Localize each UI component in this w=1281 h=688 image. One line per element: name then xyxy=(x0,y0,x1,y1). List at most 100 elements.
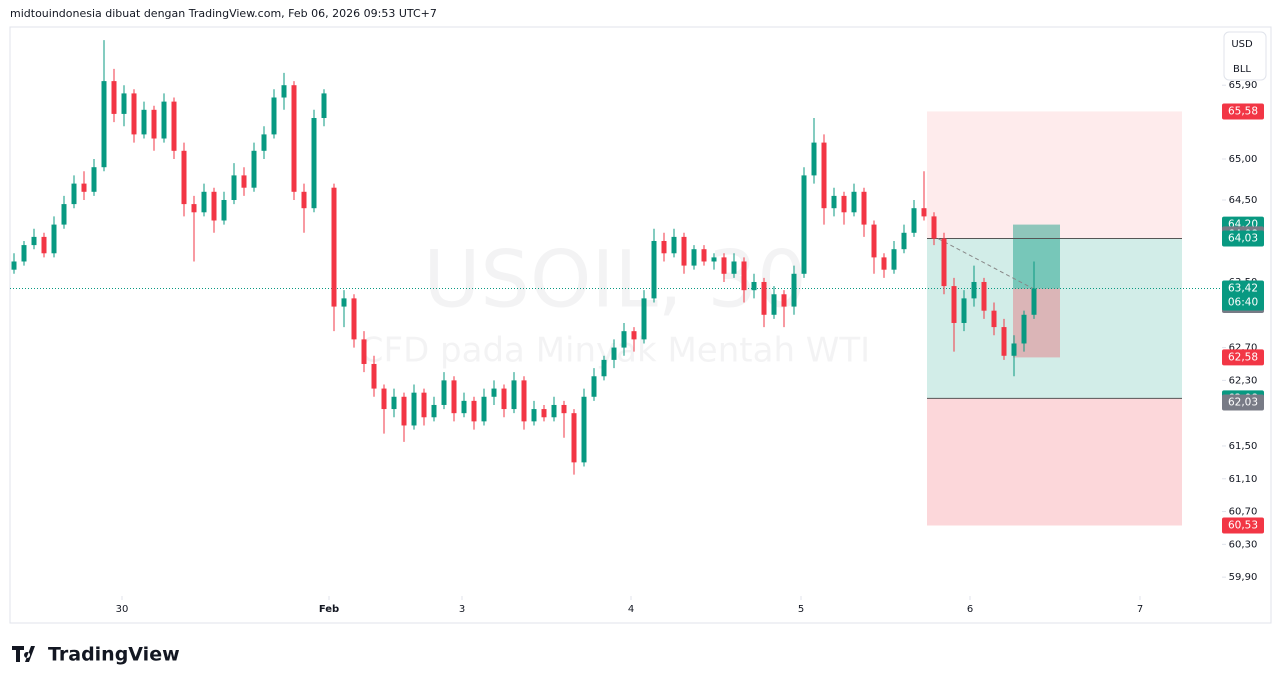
brand-logo xyxy=(12,646,35,662)
candle-body xyxy=(21,245,27,262)
candle-body xyxy=(441,380,447,405)
brand: TradingView xyxy=(48,644,180,666)
price-label: 65,58 xyxy=(1228,105,1258,117)
price-label-box xyxy=(1222,394,1264,411)
candle-body xyxy=(721,257,727,274)
candle-body xyxy=(641,298,647,340)
candle-body xyxy=(1001,327,1007,356)
candle-body xyxy=(341,298,347,307)
candle-body xyxy=(551,404,557,418)
candle-body xyxy=(601,359,607,377)
candle-body xyxy=(91,167,97,192)
candle-body xyxy=(351,298,357,340)
candle-body xyxy=(41,236,47,254)
y-tick-label: 65,00 xyxy=(1229,154,1258,165)
candle-body xyxy=(1031,288,1037,315)
candle-body xyxy=(101,81,107,168)
candle-body xyxy=(321,93,327,119)
candle-body xyxy=(871,224,877,258)
currency-box[interactable] xyxy=(1223,31,1267,81)
position-zone xyxy=(927,238,1182,399)
candle-body xyxy=(681,236,687,266)
candle-body xyxy=(891,249,897,270)
candle-body xyxy=(231,175,237,200)
candle-body xyxy=(71,183,77,205)
currency-button[interactable]: USD xyxy=(1231,39,1253,50)
candle-body xyxy=(851,191,857,213)
y-tick-label: 62,30 xyxy=(1229,375,1258,386)
candle-body xyxy=(661,240,667,254)
candle-body xyxy=(781,294,787,307)
candle-body xyxy=(581,396,587,463)
y-tick-label: 60,70 xyxy=(1229,507,1258,518)
candle-body xyxy=(671,236,677,254)
candle-body xyxy=(591,376,597,397)
candle-body xyxy=(801,175,807,274)
candle-body xyxy=(711,257,717,262)
unit-button[interactable]: BLL xyxy=(1233,64,1251,75)
candle-body xyxy=(191,204,197,213)
price-label-box xyxy=(1222,230,1264,247)
x-tick-label: Feb xyxy=(319,604,339,615)
x-tick-label: 3 xyxy=(459,604,465,615)
candle-body xyxy=(251,150,257,188)
candle-body xyxy=(451,380,457,414)
candle-body xyxy=(221,199,227,221)
candle-body xyxy=(841,195,847,213)
price-label: 60,53 xyxy=(1228,519,1258,531)
candle-body xyxy=(201,191,207,213)
candle-body xyxy=(301,191,307,209)
price-label-box xyxy=(1222,517,1264,534)
candle-body xyxy=(961,298,967,323)
candle-body xyxy=(111,81,117,114)
countdown: 06:40 xyxy=(1228,297,1258,309)
candle-body xyxy=(421,392,427,418)
candle-body xyxy=(461,400,467,414)
price-label-box xyxy=(1222,349,1264,366)
candle-body xyxy=(141,109,147,135)
candle-body xyxy=(771,294,777,315)
candle-body xyxy=(621,331,627,348)
candle-body xyxy=(521,380,527,422)
y-tick-label: 60,30 xyxy=(1229,539,1258,550)
price-label-box xyxy=(1222,103,1264,120)
candle-body xyxy=(61,204,67,225)
candle-body xyxy=(1011,343,1017,356)
candle-body xyxy=(401,396,407,426)
watermark-title: USOIL, 30 xyxy=(423,235,806,325)
candle-body xyxy=(831,195,837,209)
candle-body xyxy=(741,261,747,291)
position-zone xyxy=(927,111,1182,239)
x-tick-label: 7 xyxy=(1137,604,1143,615)
y-tick-label: 62,70 xyxy=(1229,343,1258,354)
candle-body xyxy=(471,400,477,422)
candle-body xyxy=(901,232,907,250)
price-label: 64,03 xyxy=(1228,233,1258,245)
candle-body xyxy=(651,240,657,299)
candle-body xyxy=(151,109,157,139)
candle-body xyxy=(331,187,337,307)
candle-body xyxy=(571,413,577,463)
price-label: 63,42 xyxy=(1228,283,1258,295)
price-label-box xyxy=(1222,280,1264,311)
candle-body xyxy=(921,208,927,217)
position-zone xyxy=(1013,224,1060,289)
x-tick-label: 5 xyxy=(798,604,804,615)
candle-body xyxy=(211,191,217,221)
candle-body xyxy=(731,261,737,274)
candle-body xyxy=(31,236,37,246)
chart-border xyxy=(9,26,1272,624)
candle-body xyxy=(261,134,267,151)
candle-body xyxy=(751,281,757,291)
candle-body xyxy=(271,97,277,135)
candle-body xyxy=(911,208,917,233)
candle-body xyxy=(411,392,417,426)
candle-body xyxy=(631,331,637,340)
candle-body xyxy=(881,257,887,270)
candle-body xyxy=(931,216,937,239)
position-zone xyxy=(927,398,1182,526)
price-label: 62,03 xyxy=(1228,397,1258,409)
